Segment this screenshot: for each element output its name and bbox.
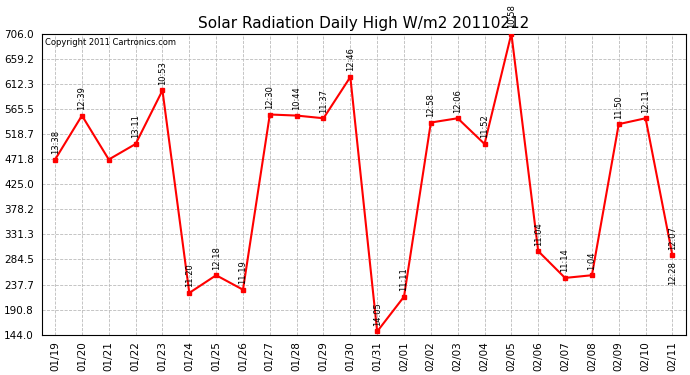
Title: Solar Radiation Daily High W/m2 20110212: Solar Radiation Daily High W/m2 20110212 bbox=[198, 16, 529, 31]
Text: 11:52: 11:52 bbox=[480, 115, 489, 138]
Text: 13:38: 13:38 bbox=[50, 130, 59, 154]
Text: 14:05: 14:05 bbox=[373, 302, 382, 326]
Text: 12:28: 12:28 bbox=[668, 261, 677, 285]
Text: 12:58: 12:58 bbox=[426, 93, 435, 117]
Text: 1:04: 1:04 bbox=[587, 251, 596, 270]
Text: 12:39: 12:39 bbox=[77, 86, 86, 110]
Text: 11:20: 11:20 bbox=[185, 264, 194, 287]
Text: 10:44: 10:44 bbox=[292, 86, 301, 110]
Text: 11:37: 11:37 bbox=[319, 89, 328, 113]
Text: 12:06: 12:06 bbox=[453, 89, 462, 113]
Text: 12:30: 12:30 bbox=[266, 85, 275, 109]
Text: 13:11: 13:11 bbox=[131, 114, 140, 138]
Text: 10:58: 10:58 bbox=[507, 4, 516, 28]
Text: 11:19: 11:19 bbox=[239, 260, 248, 284]
Text: 11:11: 11:11 bbox=[400, 267, 408, 291]
Text: 12:18: 12:18 bbox=[212, 246, 221, 270]
Text: 11:14: 11:14 bbox=[560, 249, 569, 272]
Text: 11:04: 11:04 bbox=[533, 222, 543, 246]
Text: Copyright 2011 Cartronics.com: Copyright 2011 Cartronics.com bbox=[45, 38, 176, 47]
Text: 11:50: 11:50 bbox=[614, 95, 623, 118]
Text: 12:46: 12:46 bbox=[346, 48, 355, 72]
Text: 12:11: 12:11 bbox=[641, 89, 650, 113]
Text: 12:07: 12:07 bbox=[668, 226, 677, 250]
Text: 10:53: 10:53 bbox=[158, 61, 167, 85]
